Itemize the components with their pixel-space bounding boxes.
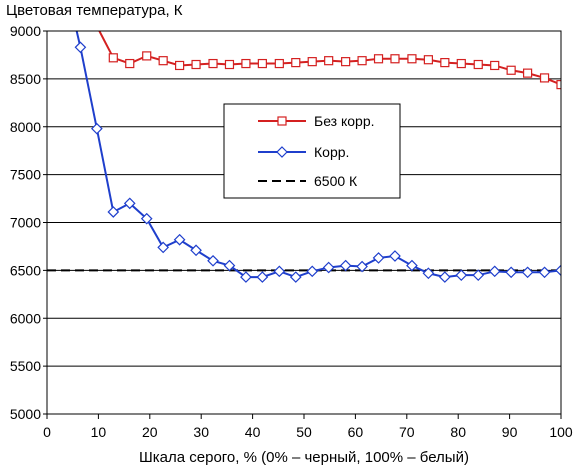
y-tick-label: 8000: [10, 119, 41, 135]
legend-label: Без корр.: [314, 113, 375, 129]
y-tick-label: 7500: [10, 167, 41, 183]
data-point: [455, 269, 468, 282]
data-point: [91, 122, 103, 135]
data-point: [538, 266, 551, 279]
data-point: [190, 244, 202, 257]
data-point: [341, 57, 351, 67]
data-point: [324, 56, 334, 66]
y-tick-label: 8500: [10, 71, 41, 87]
data-point: [389, 250, 401, 262]
data-point: [93, 22, 101, 30]
data-point: [438, 271, 451, 283]
data-point: [539, 73, 550, 83]
y-tick-label: 7000: [10, 215, 41, 231]
data-point: [274, 58, 284, 69]
data-point: [289, 271, 302, 283]
y-tick-label: 6000: [10, 310, 41, 326]
data-point: [240, 271, 252, 283]
data-point: [306, 265, 319, 278]
x-tick-label: 40: [245, 424, 261, 440]
data-point: [390, 54, 400, 64]
data-point: [223, 259, 236, 272]
x-tick-label: 30: [193, 424, 209, 440]
data-point: [488, 265, 501, 278]
data-point: [373, 54, 384, 64]
data-point: [555, 264, 561, 277]
data-point: [357, 56, 367, 66]
data-point: [207, 254, 219, 267]
y-axis-label: Цветовая температура, К: [6, 2, 183, 19]
x-tick-label: 80: [450, 424, 466, 440]
y-tick-label: 5500: [10, 358, 41, 374]
legend-label: 6500 К: [314, 173, 358, 189]
data-point: [472, 269, 485, 282]
x-axis-label: Шкала серого, % (0% – черный, 100% – бел…: [139, 449, 469, 466]
y-tick-label: 6500: [10, 262, 41, 278]
data-point: [276, 146, 288, 158]
legend-box: [223, 103, 401, 199]
x-tick-label: 90: [502, 424, 518, 440]
y-axis: 5000 5500 6000 6500 7000 7500 8000 8500 9000: [10, 23, 47, 422]
data-point: [273, 265, 286, 278]
data-point: [208, 58, 218, 69]
data-point: [422, 267, 435, 280]
y-tick-label: 5000: [10, 406, 41, 422]
data-point: [506, 65, 516, 75]
data-point: [456, 58, 466, 69]
data-point: [142, 51, 152, 61]
x-tick-label: 50: [296, 424, 312, 440]
x-tick-label: 100: [549, 424, 573, 440]
data-point: [339, 259, 352, 272]
data-point: [490, 60, 500, 71]
data-point: [74, 41, 87, 54]
series-0: [93, 22, 561, 90]
data-point: [175, 60, 185, 71]
data-point: [123, 197, 136, 210]
legend: Без корр. Корр. 6500 К: [223, 103, 401, 199]
data-point: [241, 58, 251, 69]
data-point: [277, 116, 287, 126]
x-tick-label: 10: [91, 424, 107, 440]
data-point: [522, 68, 533, 78]
x-tick-label: 20: [142, 424, 158, 440]
data-point: [356, 260, 368, 273]
x-tick-label: 0: [43, 424, 51, 440]
data-point: [173, 233, 186, 246]
data-point: [291, 57, 301, 68]
series-1: [74, 31, 561, 283]
data-point: [406, 259, 418, 272]
data-point: [107, 206, 120, 218]
data-point: [125, 58, 135, 69]
data-point: [556, 80, 561, 90]
x-axis: 0 10 20 30 40 50 60 70 80 90 100: [43, 414, 573, 440]
data-point: [440, 57, 450, 68]
legend-label: Корр.: [314, 144, 349, 160]
data-point: [372, 252, 385, 264]
data-point: [257, 58, 267, 69]
data-point: [158, 56, 168, 66]
data-point: [505, 266, 517, 279]
data-point: [473, 59, 483, 70]
data-point: [157, 241, 170, 254]
data-point: [224, 59, 235, 70]
data-point: [423, 55, 433, 65]
data-point: [407, 54, 417, 64]
data-point: [256, 271, 269, 283]
plot-area: [47, 22, 561, 283]
data-point: [108, 53, 118, 63]
x-tick-label: 60: [348, 424, 364, 440]
data-point: [307, 57, 317, 67]
data-point: [521, 266, 534, 279]
data-point: [191, 59, 201, 70]
data-point: [322, 261, 335, 274]
data-point: [140, 212, 153, 225]
y-tick-label: 9000: [10, 23, 41, 39]
x-tick-label: 70: [399, 424, 415, 440]
